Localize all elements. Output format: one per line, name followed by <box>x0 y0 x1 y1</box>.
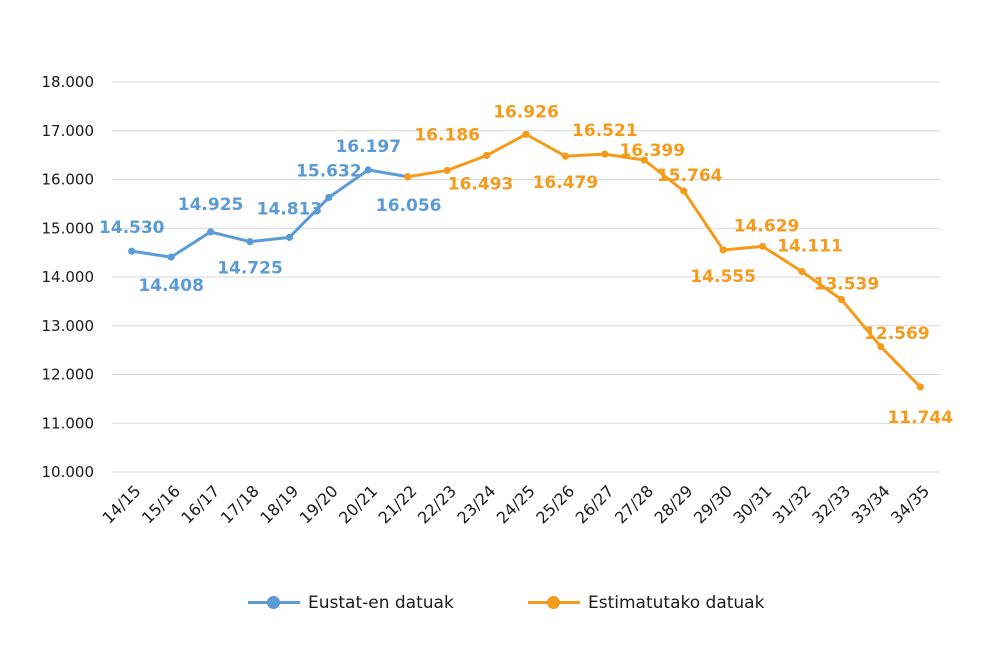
data-label: 13.539 <box>814 274 880 294</box>
x-tick-label: 29/30 <box>690 481 736 527</box>
data-label: 14.925 <box>178 195 244 215</box>
x-tick-label: 24/25 <box>493 481 539 527</box>
data-label: 16.186 <box>414 125 480 145</box>
data-point <box>522 130 530 138</box>
x-tick-label: 33/34 <box>848 481 894 527</box>
data-point <box>482 151 491 160</box>
data-label: 16.197 <box>335 137 401 157</box>
legend-item-eustat[interactable]: Eustat-en datuak <box>248 588 454 618</box>
data-point <box>719 246 727 254</box>
data-point <box>246 238 254 246</box>
x-tick-label: 22/23 <box>414 481 460 527</box>
data-label: 14.813 <box>257 199 323 219</box>
x-tick-label: 21/22 <box>375 481 421 527</box>
x-tick-label: 15/16 <box>138 481 184 527</box>
data-label: 11.744 <box>887 408 953 428</box>
data-point <box>758 242 767 250</box>
x-tick-label: 25/26 <box>532 481 578 527</box>
data-point <box>680 187 688 195</box>
x-tick-label: 23/24 <box>453 481 499 527</box>
data-point <box>916 383 924 391</box>
data-label: 15.764 <box>657 166 723 186</box>
y-tick-label: 12.000 <box>42 366 95 384</box>
data-label: 14.555 <box>690 267 756 287</box>
y-tick-label: 16.000 <box>42 171 95 189</box>
data-point <box>364 166 372 174</box>
legend-label-eustat: Eustat-en datuak <box>308 593 454 613</box>
data-point <box>561 152 570 160</box>
data-label: 12.569 <box>864 324 930 344</box>
data-point <box>837 295 846 304</box>
y-tick-label: 15.000 <box>42 219 95 237</box>
data-label: 16.479 <box>533 173 599 193</box>
x-tick-label: 32/33 <box>808 481 854 527</box>
legend-swatch-eustat <box>248 588 300 618</box>
data-label: 16.493 <box>448 174 514 194</box>
series <box>128 130 924 391</box>
x-tick-label: 19/20 <box>296 481 342 527</box>
x-tick-label: 30/31 <box>729 481 775 527</box>
data-label: 14.725 <box>217 259 283 279</box>
gridlines <box>112 81 940 473</box>
x-tick-label: 20/21 <box>335 481 381 527</box>
data-labels: 14.530 14.408 14.925 14.725 14.813 15.632 16.1… <box>99 102 953 428</box>
data-point <box>798 267 806 276</box>
y-tick-label: 13.000 <box>42 317 95 335</box>
data-point <box>601 150 609 158</box>
legend-label-estimated: Estimatutako datuak <box>588 593 765 613</box>
data-point <box>128 247 136 255</box>
data-label: 14.111 <box>777 237 843 257</box>
data-point <box>285 233 294 241</box>
data-label: 15.632 <box>296 161 362 181</box>
x-tick-label: 28/29 <box>651 481 697 527</box>
x-axis-ticks: 14/1515/1616/1717/1818/1919/2020/2121/22… <box>99 481 934 527</box>
data-label: 16.399 <box>619 141 685 161</box>
y-tick-label: 10.000 <box>42 463 95 481</box>
data-label: 16.521 <box>572 121 638 141</box>
data-point <box>443 166 451 175</box>
series-line <box>407 132 922 389</box>
x-tick-label: 18/19 <box>256 481 302 527</box>
data-point <box>325 193 333 202</box>
data-label: 14.629 <box>734 216 800 236</box>
data-point <box>877 343 885 351</box>
legend-item-estimated[interactable]: Estimatutako datuak <box>528 588 764 618</box>
y-tick-label: 18.000 <box>42 73 95 91</box>
legend: Eustat-en datuak Estimatutako datuak <box>0 588 1000 618</box>
x-tick-label: 27/28 <box>611 481 657 527</box>
series-line <box>131 168 408 259</box>
legend-marker-eustat <box>267 596 280 609</box>
x-tick-label: 26/27 <box>572 481 618 527</box>
data-point <box>640 156 648 164</box>
x-tick-label: 31/32 <box>769 481 815 527</box>
data-label: 16.926 <box>493 102 559 122</box>
legend-swatch-estimated <box>528 588 580 618</box>
y-tick-label: 11.000 <box>42 414 95 432</box>
y-tick-label: 17.000 <box>42 122 95 140</box>
data-label: 14.530 <box>99 218 165 238</box>
data-label: 14.408 <box>138 276 204 296</box>
legend-marker-estimated <box>547 596 560 609</box>
data-point <box>167 253 175 261</box>
data-label: 16.056 <box>376 196 442 216</box>
data-point <box>404 173 412 181</box>
x-tick-label: 17/18 <box>217 481 263 527</box>
data-point <box>206 228 215 236</box>
x-tick-label: 16/17 <box>177 481 223 527</box>
y-tick-label: 14.000 <box>42 268 95 286</box>
x-tick-label: 14/15 <box>99 481 145 527</box>
x-tick-label: 34/35 <box>887 481 933 527</box>
y-axis-ticks: 10.000 11.000 12.000 13.000 14.000 15.000 16.0… <box>42 73 95 481</box>
